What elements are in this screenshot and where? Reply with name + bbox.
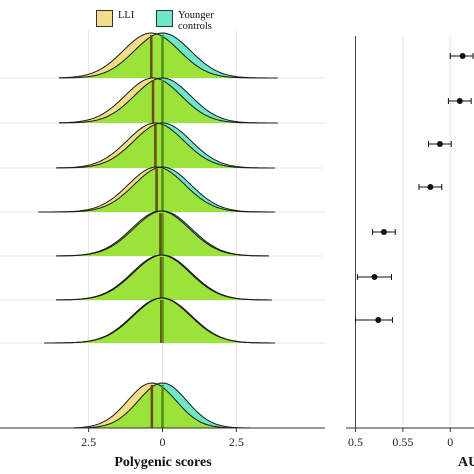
ridge-overlap-6 [44,298,275,343]
ridge-row-3 [38,166,275,213]
ridge-row-6 [44,297,275,344]
auc-point-row-6 [354,317,393,323]
legend-swatch-younger [156,10,173,27]
right-x-axis-title: AU [458,455,474,470]
auc-point-row-4 [372,229,396,235]
legend-item-lli: LLI [96,10,134,27]
ridge-overlap-1 [59,78,278,123]
ridge-younger-outline-5 [56,254,272,301]
left-x-tick-label-1: 0 [160,435,166,449]
legend-label-lli: LLI [118,10,135,21]
legend-swatch-lli [96,10,113,27]
auc-point-1 [456,98,463,104]
ridge-density-rows [38,32,278,429]
ridge-row-5 [56,254,272,301]
ridge-lli-outline-1 [59,77,278,124]
left-panel-x-axis: 2.5 0 2.5 [0,427,325,449]
ridge-lli-outline-0 [59,32,278,79]
ridge-younger-outline-6 [44,297,275,344]
ridge-younger-outline-4 [56,210,269,257]
ridge-overlap-5 [56,255,272,300]
right-panel-grid [354,36,451,428]
auc-point-row-5 [356,274,393,280]
left-x-axis-title: Polygenic scores [114,455,212,470]
auc-point-5 [371,274,378,280]
ridge-younger-outline-7 [73,382,252,429]
auc-point-row-0 [449,53,474,59]
left-x-tick-label-0: 2.5 [81,435,96,449]
auc-points [354,53,474,323]
ridge-younger-outline-0 [59,32,278,79]
auc-point-3 [427,184,434,190]
auc-point-row-3 [418,184,443,190]
ridge-row-7 [73,382,252,429]
left-x-tick-label-2: 2.5 [229,435,244,449]
right-panel-x-axis: 0.5 0.55 0 [346,427,474,449]
ridge-younger-outline-1 [59,77,278,124]
ridge-overlap-2 [56,123,275,168]
ridge-row-4 [56,210,269,257]
legend: LLI Younger controls [96,6,236,36]
auc-point-4 [380,229,387,235]
legend-label-younger: Younger controls [178,10,214,32]
ridge-lli-outline-2 [56,122,275,169]
ridge-row-2 [56,122,275,169]
ridge-overlap-0 [59,34,278,78]
ridge-younger-outline-3 [38,166,275,213]
auc-point-0 [459,53,466,59]
auc-point-6 [375,317,382,323]
right-x-tick-label-0: 0.5 [348,435,363,449]
legend-item-younger: Younger controls [156,10,236,32]
auc-point-2 [436,141,443,147]
ridge-younger-outline-2 [56,122,275,169]
auc-point-row-2 [427,141,452,147]
ridge-row-0 [59,32,278,79]
right-x-tick-label-1: 0.55 [392,435,413,449]
right-x-tick-label-2: 0 [447,435,453,449]
auc-point-row-1 [447,98,472,104]
ridge-row-1 [59,77,278,124]
